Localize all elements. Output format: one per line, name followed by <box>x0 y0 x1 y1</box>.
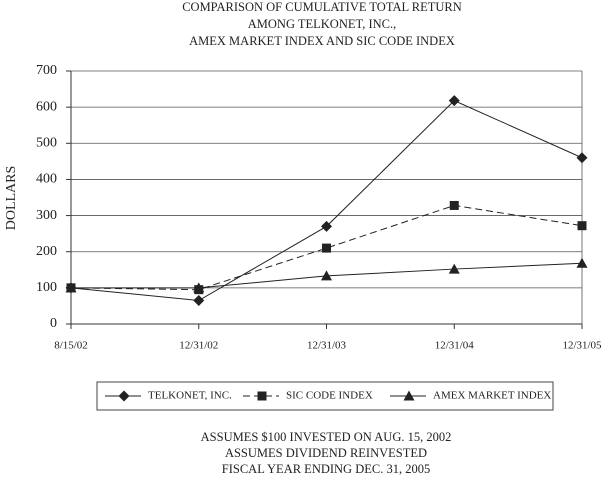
legend-label: TELKONET, INC. <box>148 390 232 402</box>
y-tick-label: 600 <box>36 99 57 114</box>
x-tick-label: 12/31/04 <box>435 340 475 352</box>
marker-diamond <box>193 295 205 307</box>
marker-triangle <box>65 282 77 293</box>
y-tick-label: 500 <box>36 136 57 151</box>
chart-title: AMEX MARKET INDEX AND SIC CODE INDEX <box>189 34 455 48</box>
footnote: ASSUMES DIVIDEND REINVESTED <box>225 446 427 460</box>
chart-title: COMPARISON OF CUMULATIVE TOTAL RETURN <box>182 0 462 14</box>
marker-square <box>322 243 331 253</box>
legend-label: AMEX MARKET INDEX <box>433 390 551 402</box>
y-axis-label: DOLLARS <box>4 166 19 231</box>
marker-triangle <box>193 282 205 293</box>
legend-box <box>96 381 554 411</box>
marker-square <box>257 391 267 401</box>
y-tick-label: 400 <box>36 172 57 187</box>
chart-title: AMONG TELKONET, INC., <box>248 17 396 31</box>
x-tick-label: 12/31/03 <box>307 340 347 352</box>
marker-triangle <box>576 257 588 268</box>
y-tick-label: 0 <box>50 316 57 331</box>
footnote: ASSUMES $100 INVESTED ON AUG. 15, 2002 <box>201 430 452 444</box>
marker-triangle <box>448 263 460 274</box>
legend-label: SIC CODE INDEX <box>286 390 373 402</box>
x-tick-label: 12/31/02 <box>179 340 218 352</box>
marker-diamond <box>118 390 130 402</box>
y-tick-label: 700 <box>36 63 57 78</box>
y-tick-label: 300 <box>36 208 57 223</box>
footnote: FISCAL YEAR ENDING DEC. 31, 2005 <box>222 462 430 476</box>
marker-diamond <box>576 152 588 164</box>
marker-square <box>449 200 459 210</box>
marker-triangle <box>321 270 332 281</box>
marker-diamond <box>448 95 460 107</box>
marker-square <box>577 221 587 231</box>
x-tick-label: 12/31/05 <box>562 340 602 352</box>
marker-triangle <box>403 390 415 401</box>
x-tick-label: 8/15/02 <box>54 340 88 352</box>
y-tick-label: 200 <box>36 244 57 259</box>
y-tick-label: 100 <box>36 280 57 295</box>
marker-diamond <box>321 220 332 232</box>
